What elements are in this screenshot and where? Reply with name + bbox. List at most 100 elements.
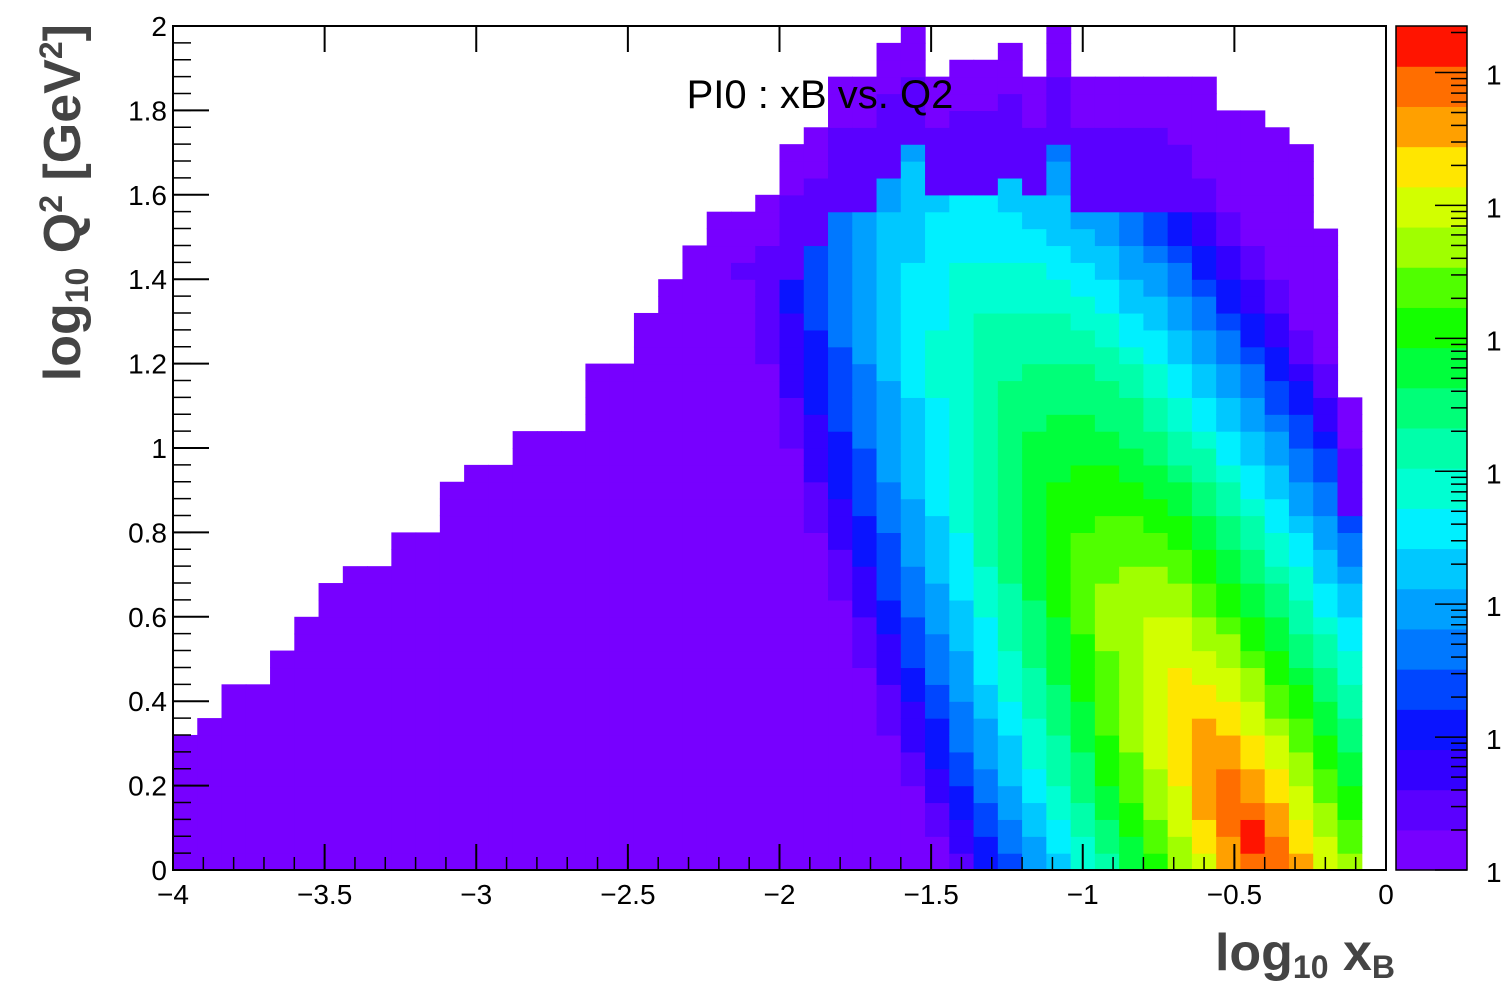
- heatmap-cell: [658, 532, 683, 549]
- heatmap-cell: [246, 684, 271, 701]
- heatmap-cell: [1192, 532, 1217, 549]
- heatmap-cell: [949, 566, 974, 583]
- heatmap-cell: [488, 836, 513, 853]
- heatmap-cell: [416, 853, 441, 870]
- heatmap-cell: [610, 397, 635, 414]
- heatmap-cell: [294, 667, 319, 684]
- heatmap-cell: [391, 667, 416, 684]
- heatmap-cell: [537, 701, 562, 718]
- heatmap-cell: [731, 718, 756, 735]
- heatmap-cell: [1313, 802, 1338, 819]
- heatmap-cell: [877, 802, 902, 819]
- heatmap-cell: [658, 465, 683, 482]
- heatmap-cell: [246, 752, 271, 769]
- heatmap-cell: [1168, 262, 1193, 279]
- heatmap-cell: [1265, 532, 1290, 549]
- heatmap-cell: [998, 802, 1023, 819]
- heatmap-cell: [1046, 853, 1071, 870]
- heatmap-cell: [949, 161, 974, 178]
- heatmap-cell: [343, 786, 368, 803]
- heatmap-cell: [974, 60, 999, 77]
- heatmap-cell: [488, 566, 513, 583]
- heatmap-cell: [852, 651, 877, 668]
- heatmap-cell: [1265, 279, 1290, 296]
- heatmap-cell: [1289, 786, 1314, 803]
- heatmap-cell: [828, 769, 853, 786]
- heatmap-cell: [852, 448, 877, 465]
- heatmap-cell: [1192, 330, 1217, 347]
- heatmap-cell: [949, 482, 974, 499]
- heatmap-cell: [270, 802, 295, 819]
- heatmap-cell: [1071, 566, 1096, 583]
- heatmap-cell: [1143, 380, 1168, 397]
- heatmap-cell: [1289, 330, 1314, 347]
- heatmap-cell: [755, 262, 780, 279]
- heatmap-cell: [416, 600, 441, 617]
- heatmap-cell: [1071, 144, 1096, 161]
- heatmap-cell: [949, 769, 974, 786]
- heatmap-cell: [488, 769, 513, 786]
- heatmap-cell: [974, 752, 999, 769]
- heatmap-cell: [949, 583, 974, 600]
- heatmap-cell: [1216, 229, 1241, 246]
- heatmap-cell: [852, 380, 877, 397]
- heatmap-cell: [974, 262, 999, 279]
- heatmap-cell: [1313, 532, 1338, 549]
- heatmap-cell: [1265, 718, 1290, 735]
- heatmap-cell: [561, 583, 586, 600]
- heatmap-cell: [1046, 43, 1071, 60]
- heatmap-cell: [537, 465, 562, 482]
- heatmap-cell: [1143, 313, 1168, 330]
- heatmap-cell: [537, 684, 562, 701]
- heatmap-cell: [1265, 836, 1290, 853]
- heatmap-cell: [1143, 77, 1168, 94]
- heatmap-cell: [367, 701, 392, 718]
- heatmap-cell: [610, 667, 635, 684]
- heatmap-cell: [1192, 549, 1217, 566]
- heatmap-cell: [682, 718, 707, 735]
- heatmap-cell: [707, 397, 732, 414]
- heatmap-cell: [852, 634, 877, 651]
- heatmap-cell: [513, 853, 538, 870]
- heatmap-cell: [1022, 245, 1047, 262]
- heatmap-cell: [1240, 684, 1265, 701]
- heatmap-cell: [998, 499, 1023, 516]
- heatmap-cell: [1095, 465, 1120, 482]
- heatmap-cell: [513, 431, 538, 448]
- heatmap-cell: [974, 94, 999, 111]
- heatmap-cell: [1216, 600, 1241, 617]
- heatmap-cell: [1095, 735, 1120, 752]
- heatmap-cell: [877, 752, 902, 769]
- heatmap-cell: [1046, 313, 1071, 330]
- heatmap-cell: [804, 144, 829, 161]
- heatmap-cell: [1192, 77, 1217, 94]
- heatmap-cell: [634, 701, 659, 718]
- heatmap-cell: [804, 448, 829, 465]
- heatmap-cell: [1168, 279, 1193, 296]
- heatmap-cell: [901, 583, 926, 600]
- heatmap-cell: [416, 752, 441, 769]
- heatmap-cell: [1240, 600, 1265, 617]
- heatmap-cell: [1265, 313, 1290, 330]
- heatmap-cell: [610, 802, 635, 819]
- heatmap-cell: [1071, 701, 1096, 718]
- heatmap-cell: [658, 347, 683, 364]
- heatmap-cell: [367, 600, 392, 617]
- heatmap-cell: [658, 819, 683, 836]
- heatmap-cell: [1143, 735, 1168, 752]
- heatmap-cell: [1216, 482, 1241, 499]
- x-tick-label: −3: [460, 879, 492, 910]
- heatmap-cell: [1095, 313, 1120, 330]
- heatmap-cell: [804, 701, 829, 718]
- heatmap-cell: [780, 195, 805, 212]
- heatmap-cell: [780, 262, 805, 279]
- heatmap-cell: [1046, 549, 1071, 566]
- heatmap-cell: [974, 279, 999, 296]
- heatmap-cell: [780, 161, 805, 178]
- heatmap-cell: [367, 684, 392, 701]
- heatmap-cell: [877, 212, 902, 229]
- heatmap-cell: [658, 499, 683, 516]
- heatmap-cell: [1046, 77, 1071, 94]
- heatmap-cell: [1168, 516, 1193, 533]
- heatmap-cell: [464, 482, 489, 499]
